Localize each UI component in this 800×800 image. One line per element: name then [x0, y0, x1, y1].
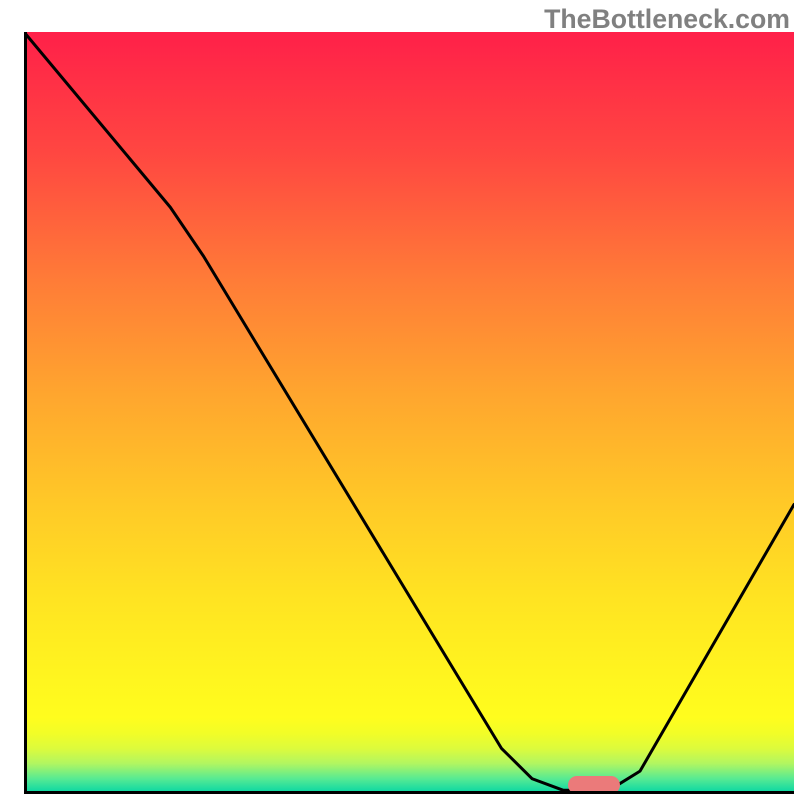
- plot-gradient-background: [24, 32, 794, 794]
- y-axis-line: [24, 32, 27, 794]
- x-axis-line: [24, 791, 794, 794]
- chart-container: { "attribution": { "text": "TheBottlenec…: [0, 0, 800, 800]
- plot-area: [24, 32, 794, 794]
- attribution-text: TheBottleneck.com: [544, 4, 790, 35]
